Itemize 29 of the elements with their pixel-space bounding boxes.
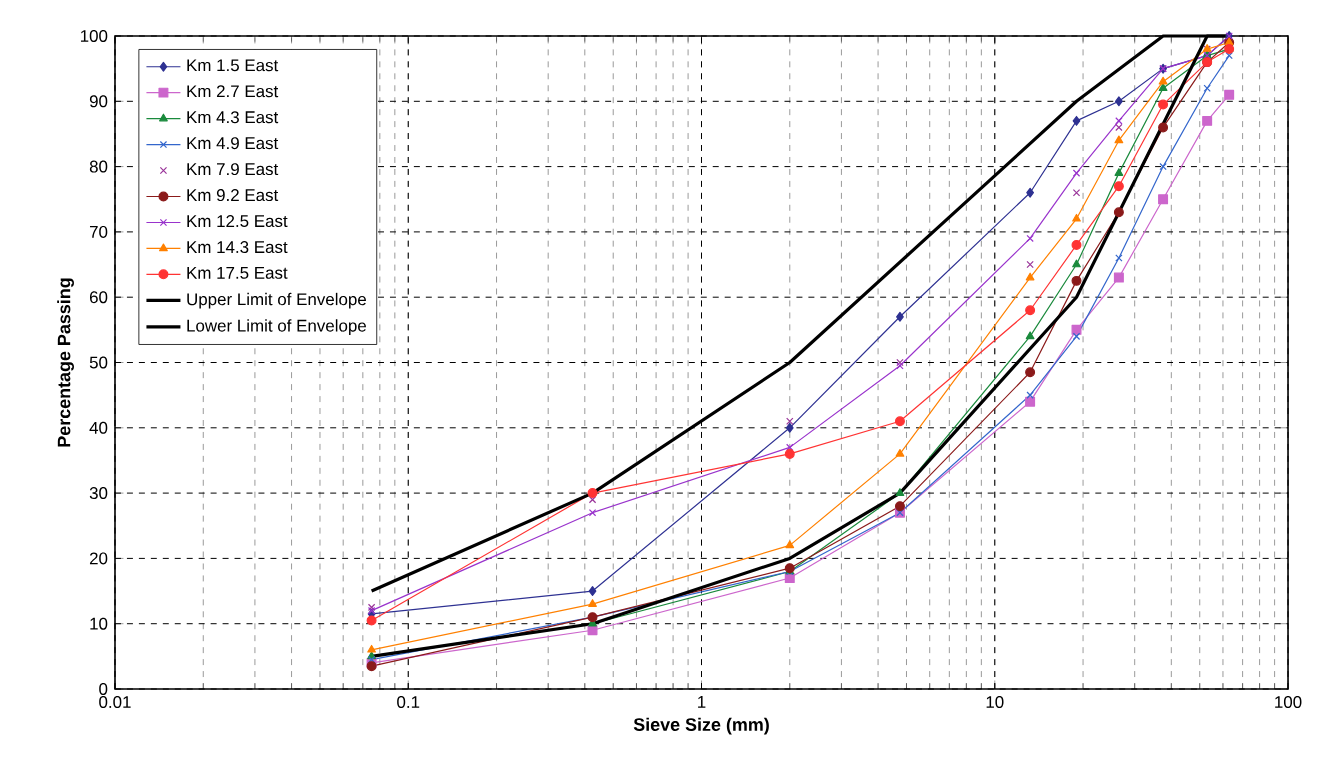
y-tick-label: 80 (89, 160, 108, 173)
y-tick-label: 0 (99, 683, 108, 695)
y-tick-label: 90 (89, 95, 108, 108)
y-tick-label: 40 (89, 421, 108, 434)
legend-label: Km 17.5 East (187, 267, 288, 279)
legend-label: Km 4.3 East (187, 111, 279, 124)
y-tick-label: 70 (89, 225, 108, 238)
y-tick-label: 20 (89, 552, 108, 565)
x-tick-label: 0.1 (397, 696, 420, 709)
x-tick-label: 0.01 (99, 696, 131, 709)
legend-label: Km 9.2 East (187, 189, 279, 202)
y-axis-title: Percentage Passing (57, 278, 74, 447)
legend-label: Km 7.9 East (187, 163, 279, 176)
legend-label: Km 4.9 East (187, 137, 279, 150)
x-tick-label: 10 (986, 696, 1004, 709)
y-tick-label: 60 (89, 291, 108, 304)
y-tick-label: 30 (89, 487, 108, 500)
x-tick-label: 100 (1275, 696, 1302, 709)
x-tick-label: 1 (698, 696, 706, 708)
legend-label: Lower Limit of Envelope (187, 319, 366, 336)
y-tick-label: 100 (80, 30, 108, 42)
legend-label: Upper Limit of Envelope (187, 292, 366, 309)
legend-label: Km 2.7 East (187, 85, 279, 98)
y-tick-label: 10 (90, 617, 108, 630)
y-tick-label: 50 (89, 356, 108, 369)
legend-label: Km 12.5 East (187, 215, 288, 228)
legend-label: Km 14.3 East (187, 241, 288, 254)
x-axis-title: Sieve Size (mm) (633, 717, 769, 735)
legend-label: Km 1.5 East (187, 59, 279, 72)
